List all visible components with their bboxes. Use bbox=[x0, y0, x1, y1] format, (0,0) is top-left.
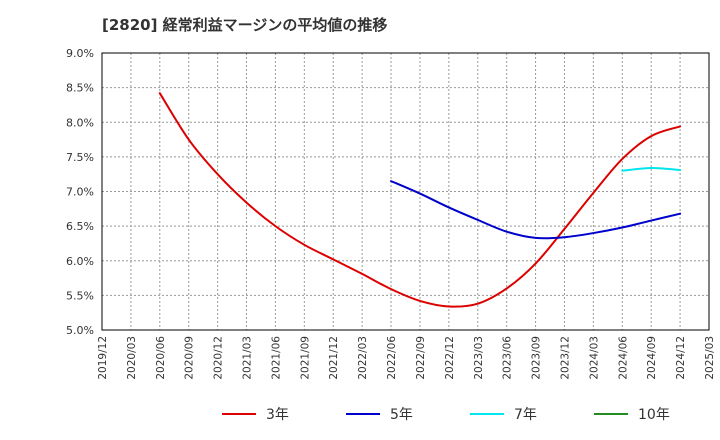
x-tick-label: 2020/12 bbox=[213, 336, 225, 380]
x-tick-label: 2019/12 bbox=[97, 336, 109, 380]
x-tick-label: 2024/06 bbox=[617, 336, 629, 380]
series-lines bbox=[158, 92, 682, 308]
y-tick-label: 8.0% bbox=[66, 116, 94, 129]
x-tick-label: 2022/12 bbox=[444, 336, 456, 380]
y-tick-label: 8.5% bbox=[66, 82, 94, 95]
series-line-7年 bbox=[621, 166, 682, 172]
x-tick-label: 2024/12 bbox=[675, 336, 687, 380]
legend-label: 5年 bbox=[390, 407, 413, 423]
y-tick-label: 9.0% bbox=[66, 47, 94, 60]
x-tick-label: 2021/09 bbox=[299, 336, 311, 380]
x-tick-label: 2022/03 bbox=[357, 336, 369, 380]
x-tick-label: 2023/03 bbox=[473, 336, 485, 380]
x-tick-label: 2023/09 bbox=[531, 336, 543, 380]
series-line-5年 bbox=[390, 180, 682, 240]
legend-label: 7年 bbox=[514, 407, 537, 423]
x-axis: 2019/12 2020/03 2020/06 2020/09 2020/12 2021/… bbox=[97, 336, 716, 380]
x-tick-label: 2021/12 bbox=[328, 336, 340, 380]
series-line-3年 bbox=[158, 92, 682, 308]
y-tick-label: 5.0% bbox=[66, 324, 94, 337]
y-tick-label: 7.0% bbox=[66, 186, 94, 199]
x-tick-label: 2022/09 bbox=[415, 336, 427, 380]
x-tick-label: 2025/03 bbox=[704, 336, 716, 380]
y-tick-label: 6.0% bbox=[66, 255, 94, 268]
y-axis: 5.0% 5.5% 6.0% 6.5% 7.0% 7.5% 8.0% 8.5% 9.0% bbox=[66, 47, 94, 337]
x-tick-label: 2022/06 bbox=[386, 336, 398, 380]
legend: 3年 5年 7年 10年 bbox=[222, 407, 670, 423]
y-tick-label: 5.5% bbox=[66, 289, 94, 302]
y-tick-label: 7.5% bbox=[66, 151, 94, 164]
legend-label: 10年 bbox=[638, 407, 670, 423]
grid-lines bbox=[102, 53, 709, 330]
plot-frame bbox=[101, 52, 710, 331]
chart-title: [2820] 経常利益マージンの平均値の推移 bbox=[102, 16, 388, 34]
x-tick-label: 2023/06 bbox=[502, 336, 514, 380]
x-tick-label: 2020/09 bbox=[184, 336, 196, 380]
x-tick-label: 2020/03 bbox=[126, 336, 138, 380]
x-tick-label: 2020/06 bbox=[155, 336, 167, 380]
legend-label: 3年 bbox=[266, 407, 289, 423]
x-tick-label: 2024/03 bbox=[588, 336, 600, 380]
x-tick-label: 2021/06 bbox=[270, 336, 282, 380]
x-tick-label: 2023/12 bbox=[559, 336, 571, 380]
x-tick-label: 2024/09 bbox=[646, 336, 658, 380]
y-tick-label: 6.5% bbox=[66, 220, 94, 233]
x-tick-label: 2021/03 bbox=[242, 336, 254, 380]
